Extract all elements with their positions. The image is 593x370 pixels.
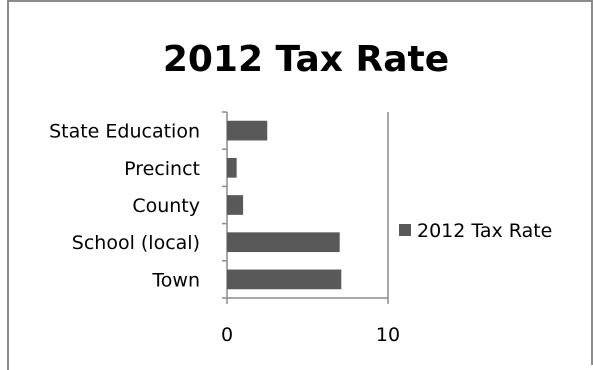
bar xyxy=(227,232,340,253)
bar xyxy=(227,157,237,178)
category-label: State Education xyxy=(49,121,200,143)
legend-swatch xyxy=(399,224,411,236)
bar xyxy=(227,120,268,141)
category-labels: State Education Precinct County School (loc… xyxy=(49,121,200,292)
category-label: School (local) xyxy=(72,232,200,254)
bar xyxy=(227,269,342,290)
category-label: Town xyxy=(151,269,200,291)
chart-title: 2012 Tax Rate xyxy=(163,39,449,80)
legend-label: 2012 Tax Rate xyxy=(417,220,552,242)
legend: 2012 Tax Rate xyxy=(399,220,552,242)
bar xyxy=(227,195,244,215)
category-label: County xyxy=(132,195,200,217)
category-ticks xyxy=(222,111,227,299)
x-ticks: 0 10 xyxy=(221,298,400,346)
chart-border xyxy=(7,0,593,370)
x-tick-label: 10 xyxy=(376,324,400,346)
category-label: Precinct xyxy=(124,158,200,180)
bars xyxy=(227,120,342,290)
x-tick-label: 0 xyxy=(221,324,233,346)
